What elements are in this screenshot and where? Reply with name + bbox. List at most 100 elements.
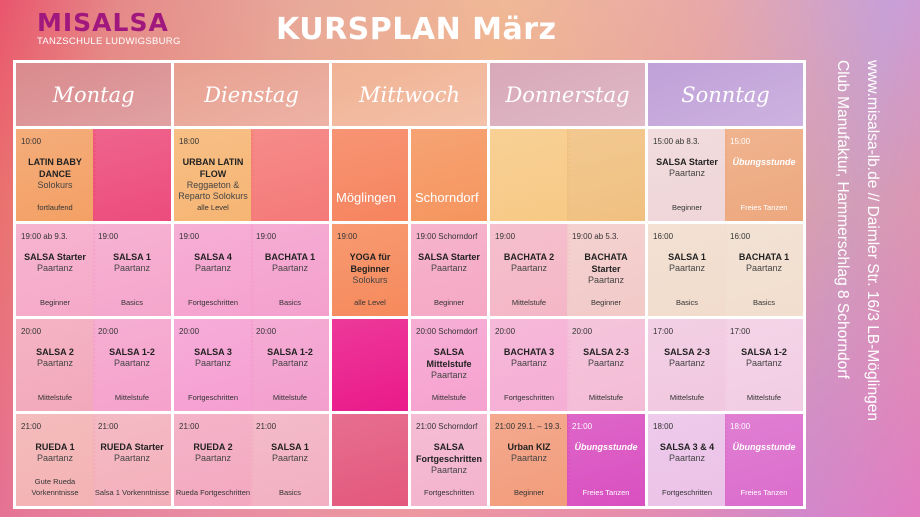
course-title: SALSA 3 & 4 xyxy=(659,442,715,452)
course-time: 20:00 xyxy=(179,327,200,336)
course-type: Paartanz xyxy=(113,358,151,368)
course-cell: 20:00 SALSA 2 Paartanz Mittelstufe xyxy=(16,319,96,411)
course-type: Paartanz xyxy=(510,453,548,463)
course-time: 19:00 xyxy=(256,232,277,241)
location-label: Schorndorf xyxy=(415,190,479,205)
course-cell: 18:00 Übungsstunde Freies Tanzen xyxy=(725,414,803,506)
course-level: Freies Tanzen xyxy=(582,488,630,497)
time-slot: 21:00 29.1. – 19.3. Urban KIZ Paartanz Begi… xyxy=(490,414,645,506)
course-time: 20:00 xyxy=(98,327,119,336)
course-type: Paartanz xyxy=(194,263,232,273)
course-title: SALSA Fortgeschritten xyxy=(415,442,482,464)
course-level: Basics xyxy=(675,298,699,307)
course-title: SALSA 1 xyxy=(668,252,706,262)
course-title: SALSA 2 xyxy=(36,347,74,357)
course-time: 18:00 xyxy=(653,422,674,431)
course-level: Mittelstufe xyxy=(746,393,782,402)
course-cell: 19:00 SALSA 1 Paartanz Basics xyxy=(93,224,171,316)
course-type: Paartanz xyxy=(430,370,468,380)
day-header-montag: Montag xyxy=(16,63,171,126)
course-cell: 20:00 SALSA 1-2 Paartanz Mittelstufe xyxy=(93,319,171,411)
course-title: LATIN BABY DANCE xyxy=(28,157,82,179)
course-time: 15:00 ab 8.3. xyxy=(653,137,700,146)
course-title: SALSA 3 xyxy=(194,347,232,357)
course-cell: 17:00 SALSA 1-2 Paartanz Mittelstufe xyxy=(725,319,803,411)
course-cell: 19:00 YOGA für Beginner Solokurs alle Level xyxy=(332,224,408,316)
course-type: Paartanz xyxy=(271,358,309,368)
course-level: Beginner xyxy=(433,298,465,307)
course-title: Übungsstunde xyxy=(732,157,796,167)
time-slot: 21:00 RUEDA 2 Paartanz Rueda Fortgeschritte… xyxy=(174,414,329,506)
course-time: 21:00 Schorndorf xyxy=(416,422,478,431)
course-title: BACHATA Starter xyxy=(584,252,628,274)
course-cell: 19:00 ab 5.3. BACHATA Starter Paartanz Begi… xyxy=(567,224,645,316)
logo-subtitle: TANZSCHULE LUDWIGSBURG xyxy=(37,36,181,47)
course-time: 20:00 xyxy=(495,327,516,336)
course-title: SALSA Starter xyxy=(24,252,86,262)
misalsa-logo: MISALSA TANZSCHULE LUDWIGSBURG xyxy=(37,10,181,48)
course-cell: 19:00 BACHATA 1 Paartanz Basics xyxy=(251,224,329,316)
course-level: Mittelstufe xyxy=(431,393,467,402)
course-time: 19:00 Schorndorf xyxy=(416,232,478,241)
course-time: 21:00 xyxy=(179,422,200,431)
course-type: Paartanz xyxy=(510,358,548,368)
course-type: Paartanz xyxy=(113,263,151,273)
course-title: SALSA 1-2 xyxy=(741,347,787,357)
course-time: 20:00 xyxy=(21,327,42,336)
course-time: 21:00 xyxy=(21,422,42,431)
course-cell: 18:00 SALSA 3 & 4 Paartanz Fortgeschritten xyxy=(648,414,728,506)
course-type: Paartanz xyxy=(194,358,232,368)
course-title: Urban KIZ xyxy=(507,442,551,452)
course-title: SALSA 1-2 xyxy=(267,347,313,357)
club-address: Club Manufaktur, Hammerschlag 8 Schorndo… xyxy=(834,60,851,379)
course-cell: 21:00 RUEDA 2 Paartanz Rueda Fortgeschritte… xyxy=(174,414,254,506)
course-level: alle Level xyxy=(197,203,229,212)
course-time: 20:00 Schorndorf xyxy=(416,327,478,336)
course-type: Paartanz xyxy=(668,358,706,368)
course-type: Paartanz xyxy=(668,453,706,463)
course-title: Übungsstunde xyxy=(574,442,638,452)
course-cell: 20:00 SALSA 2-3 Paartanz Mittelstufe xyxy=(567,319,645,411)
course-cell: 21:00 Übungsstunde Freies Tanzen xyxy=(567,414,645,506)
website-address: www.misalsa-lb.de // Daimler Str. 16/3 L… xyxy=(864,60,881,421)
day-header-donnerstag: Donnerstag xyxy=(490,63,645,126)
course-time: 21:00 xyxy=(256,422,277,431)
course-time: 10:00 xyxy=(21,137,42,146)
course-title: RUEDA 1 xyxy=(35,442,75,452)
empty-cell xyxy=(93,129,171,221)
empty-cell: Schorndorf xyxy=(411,129,487,221)
empty-cell: Möglingen xyxy=(332,129,408,221)
course-level: Fortgeschritten xyxy=(423,488,475,497)
course-cell: 15:00 ab 8.3. SALSA Starter Paartanz Beginn… xyxy=(648,129,728,221)
course-cell: 18:00 URBAN LATIN FLOW Reggaeton & Reparto… xyxy=(174,129,254,221)
course-type: Solokurs xyxy=(352,275,388,285)
course-level: Mittelstufe xyxy=(272,393,308,402)
course-type: Reggaeton & Reparto Solokurs xyxy=(178,180,248,201)
course-title: SALSA 1 xyxy=(271,442,309,452)
course-title: SALSA 4 xyxy=(194,252,232,262)
course-type: Paartanz xyxy=(194,453,232,463)
course-cell: 20:00 Schorndorf SALSA Mittelstufe Paartan… xyxy=(411,319,487,411)
course-level: Mittelstufe xyxy=(511,298,547,307)
course-level: alle Level xyxy=(354,298,386,307)
course-time: 16:00 xyxy=(730,232,751,241)
course-time: 19:00 xyxy=(495,232,516,241)
empty-cell xyxy=(251,129,329,221)
schedule-grid: Montag 10:00 LATIN BABY DANCE Solokurs fortl… xyxy=(13,60,806,509)
time-slot: 20:00 SALSA 3 Paartanz Fortgeschritten 20:00… xyxy=(174,319,329,411)
course-level: Gute Rueda Vorkenntnisse xyxy=(31,477,79,497)
course-level: Freies Tanzen xyxy=(740,203,788,212)
course-title: RUEDA Starter xyxy=(100,442,164,452)
course-time: 19:00 ab 5.3. xyxy=(572,232,619,241)
empty-cell xyxy=(332,319,408,411)
course-title: YOGA für Beginner xyxy=(349,252,391,274)
course-title: SALSA 1-2 xyxy=(109,347,155,357)
course-type: Paartanz xyxy=(271,453,309,463)
time-slot: 20:00 BACHATA 3 Paartanz Fortgeschritten 20:… xyxy=(490,319,645,411)
day-header-mittwoch: Mittwoch xyxy=(332,63,487,126)
course-time: 21:00 xyxy=(98,422,119,431)
course-cell: 15:00 Übungsstunde Freies Tanzen xyxy=(725,129,803,221)
course-cell: 16:00 BACHATA 1 Paartanz Basics xyxy=(725,224,803,316)
course-time: 17:00 xyxy=(653,327,674,336)
day-header-sonntag: Sonntag xyxy=(648,63,803,126)
